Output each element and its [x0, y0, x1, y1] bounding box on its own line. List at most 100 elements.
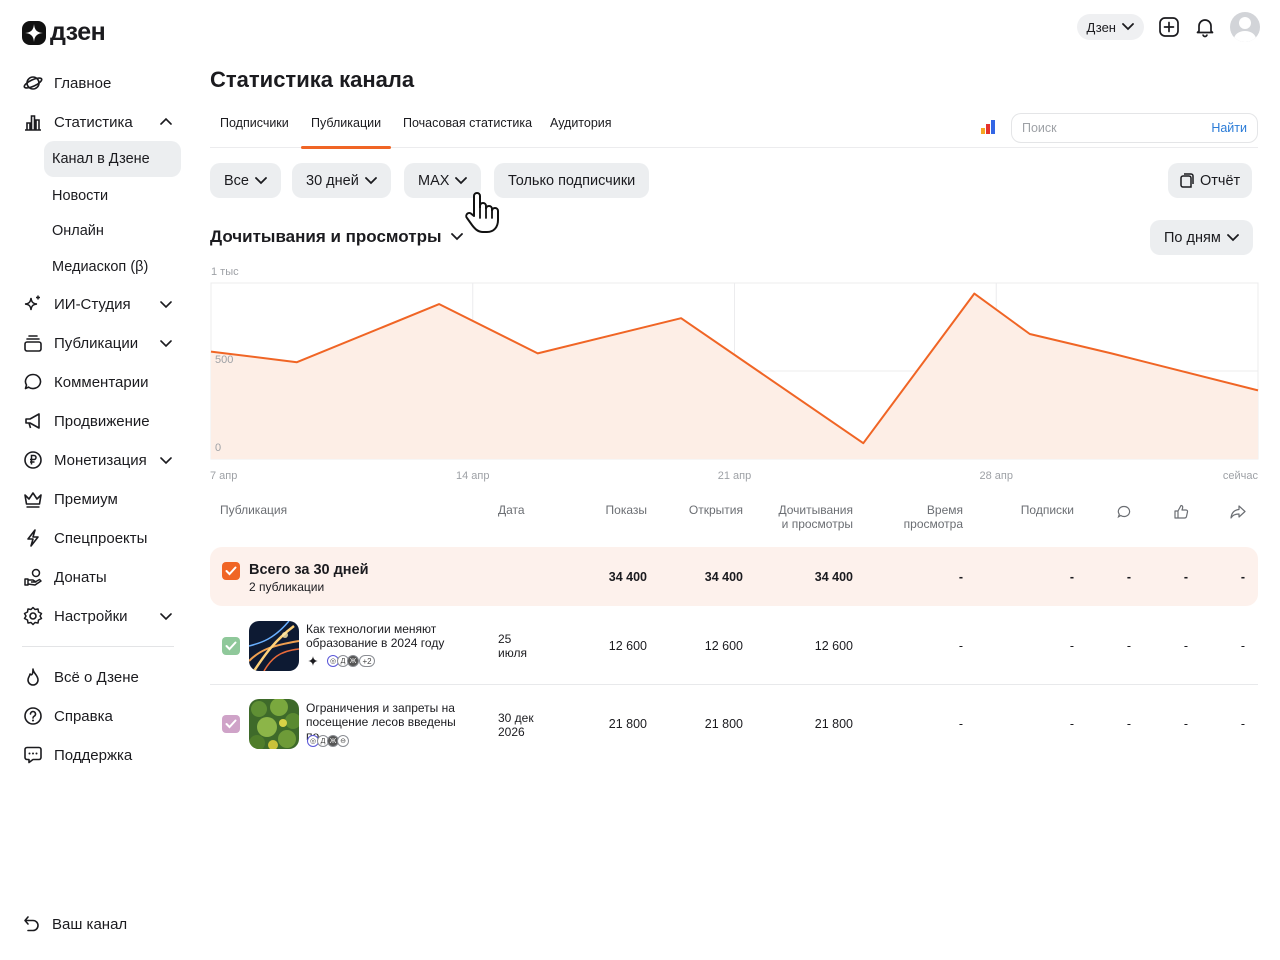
filter-period[interactable]: 30 дней [292, 163, 391, 198]
search-input[interactable] [1022, 121, 1212, 135]
sidebar-item-label: Настройки [54, 607, 128, 625]
sidebar-item-about[interactable]: Всё о Дзене [22, 662, 182, 692]
col-likes-icon[interactable] [1173, 504, 1189, 520]
total-checkbox[interactable] [222, 562, 240, 580]
sidebar-sub-label: Канал в Дзене [52, 151, 150, 167]
col-shares-icon[interactable] [1230, 505, 1246, 519]
sidebar-item-home[interactable]: Главное [22, 68, 182, 98]
row-time: - [958, 639, 963, 653]
chevron-down-icon[interactable] [160, 452, 172, 468]
chart-icon [22, 111, 44, 133]
sparkle-icon [308, 656, 318, 666]
sidebar-item-monetization[interactable]: Монетизация [22, 445, 182, 475]
filter-subscribers-only[interactable]: Только подписчики [494, 163, 650, 198]
crown-icon [22, 488, 44, 510]
avatar[interactable] [1230, 12, 1260, 42]
chevron-down-icon [1122, 23, 1134, 31]
col-impressions[interactable]: Показы [605, 503, 647, 517]
ruble-icon [22, 449, 44, 471]
add-icon[interactable] [1158, 16, 1180, 38]
granularity-select[interactable]: По дням [1150, 220, 1253, 255]
col-reads[interactable]: Дочитывания и просмотры [760, 503, 854, 531]
chevron-down-icon [255, 176, 267, 184]
filter-all[interactable]: Все [210, 163, 281, 198]
row-checkbox[interactable] [222, 715, 240, 733]
metrica-icon[interactable] [980, 119, 996, 135]
total-shares: - [1240, 570, 1245, 584]
chart-frame [210, 282, 1259, 460]
check-icon [225, 719, 237, 729]
sidebar-item-comments[interactable]: Комментарии [22, 367, 182, 397]
col-date[interactable]: Дата [498, 503, 525, 517]
col-time[interactable]: Время просмотра [870, 503, 963, 531]
publication-thumbnail[interactable] [249, 699, 299, 749]
sidebar-item-settings[interactable]: Настройки [22, 601, 182, 631]
publication-title[interactable]: Как технологии меняют образование в 2024… [306, 622, 481, 650]
search-button[interactable]: Найти [1211, 121, 1247, 135]
sidebar-sub-news[interactable]: Новости [44, 178, 181, 214]
chevron-down-icon[interactable] [160, 608, 172, 624]
total-time: - [958, 570, 963, 584]
sidebar-item-premium[interactable]: Премиум [22, 484, 182, 514]
sidebar-item-stats[interactable]: Статистика [22, 107, 182, 137]
row-time: - [958, 717, 963, 731]
row-reads: 21 800 [814, 717, 853, 731]
col-comments-icon[interactable] [1117, 505, 1131, 519]
sidebar-item-promotion[interactable]: Продвижение [22, 406, 182, 436]
sidebar-item-special[interactable]: Спецпроекты [22, 523, 182, 553]
ok-badge-icon: Ж [327, 735, 339, 747]
tab-audience[interactable]: Аудитория [550, 116, 612, 130]
chevron-down-icon[interactable] [160, 335, 172, 351]
col-time-line1: Время [926, 503, 963, 517]
sidebar-item-help[interactable]: Справка [22, 701, 182, 731]
sparkle-icon [22, 293, 44, 315]
row-checkbox[interactable] [222, 637, 240, 655]
total-comments: - [1126, 570, 1131, 584]
sidebar-item-label: Монетизация [54, 451, 147, 469]
your-channel-link[interactable]: Ваш канал [22, 914, 127, 934]
sidebar-item-support[interactable]: Поддержка [22, 740, 182, 770]
tab-subscribers[interactable]: Подписчики [220, 116, 289, 130]
row-likes: - [1183, 639, 1188, 653]
col-subscriptions[interactable]: Подписки [1020, 503, 1074, 517]
chart-x-tick-label: 14 апр [456, 470, 489, 482]
dzen-star-icon [22, 20, 46, 45]
sidebar-sub-channel[interactable]: Канал в Дзене [44, 141, 181, 177]
sidebar-item-label: Комментарии [54, 373, 149, 391]
sidebar-item-ai-studio[interactable]: ИИ-Студия [22, 289, 182, 319]
row-opens: 21 800 [704, 717, 743, 731]
sidebar-sub-mediascope[interactable]: Медиаскоп (β) [44, 249, 181, 285]
report-button[interactable]: Отчёт [1168, 163, 1253, 198]
filter-label: Все [224, 172, 249, 189]
row-shares: - [1240, 639, 1245, 653]
comment-icon [22, 371, 44, 393]
sidebar-sub-online[interactable]: Онлайн [44, 213, 181, 249]
bell-icon[interactable] [1194, 16, 1216, 38]
chevron-up-icon[interactable] [160, 114, 172, 130]
chart-y-tick-label: 0 [215, 442, 221, 454]
row-divider [210, 684, 1258, 685]
sidebar-item-label: Главное [54, 74, 112, 92]
chevron-down-icon[interactable] [160, 296, 172, 312]
sidebar-item-donations[interactable]: Донаты [22, 562, 182, 592]
section-title[interactable]: Дочитывания и просмотры [210, 227, 464, 247]
col-opens[interactable]: Открытия [688, 503, 743, 517]
sidebar-sub-label: Онлайн [52, 223, 104, 239]
account-switcher[interactable]: Дзен [1076, 14, 1144, 40]
col-publication[interactable]: Публикация [220, 503, 288, 517]
total-subscriptions: - [1069, 570, 1074, 584]
tabs: Подписчики Публикации Почасовая статисти… [210, 108, 1258, 149]
filter-platform[interactable]: MAX [404, 163, 482, 198]
more-badges: +2 [359, 655, 375, 667]
publication-thumbnail[interactable] [249, 621, 299, 671]
page-title: Статистика канала [210, 67, 415, 92]
row-impressions: 21 800 [608, 717, 647, 731]
logo-text: дзен [50, 18, 106, 46]
dzen-logo[interactable]: дзен [22, 18, 106, 47]
sidebar-item-publications[interactable]: Публикации [22, 328, 182, 358]
tab-hourly[interactable]: Почасовая статистика [403, 116, 533, 130]
tab-publications[interactable]: Публикации [300, 108, 392, 149]
total-opens: 34 400 [704, 570, 743, 584]
total-title: Всего за 30 дней [249, 562, 369, 578]
sidebar-item-label: Продвижение [54, 412, 150, 430]
